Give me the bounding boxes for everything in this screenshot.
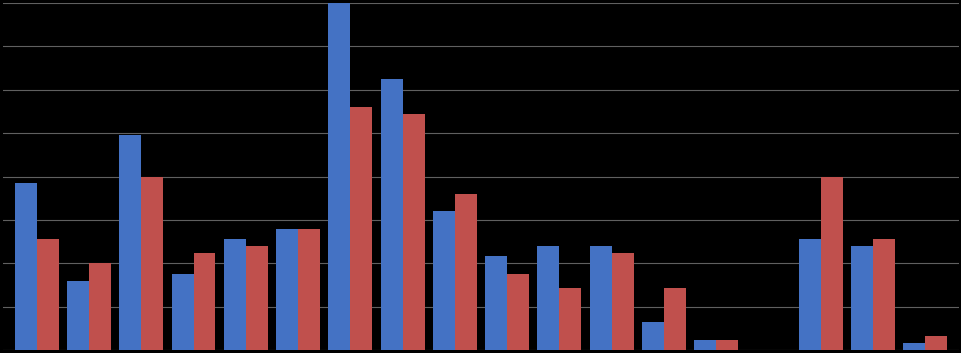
Bar [537,246,558,350]
Bar [67,281,89,350]
Bar [641,322,663,350]
Bar [872,239,894,350]
Bar [902,343,924,350]
Bar [89,263,111,350]
Bar [820,176,842,350]
Bar [37,239,59,350]
Bar [119,135,141,350]
Bar [141,176,163,350]
Bar [432,211,455,350]
Bar [246,246,267,350]
Bar [924,336,947,350]
Bar [558,288,580,350]
Bar [506,274,529,350]
Bar [455,194,477,350]
Bar [694,340,715,350]
Bar [484,256,506,350]
Bar [850,246,872,350]
Bar [381,79,403,350]
Bar [715,340,737,350]
Bar [350,107,372,350]
Bar [193,253,215,350]
Bar [589,246,611,350]
Bar [276,229,298,350]
Bar [224,239,246,350]
Bar [14,184,37,350]
Bar [798,239,820,350]
Bar [403,114,424,350]
Bar [328,3,350,350]
Bar [663,288,685,350]
Bar [298,229,320,350]
Bar [171,274,193,350]
Bar [611,253,633,350]
